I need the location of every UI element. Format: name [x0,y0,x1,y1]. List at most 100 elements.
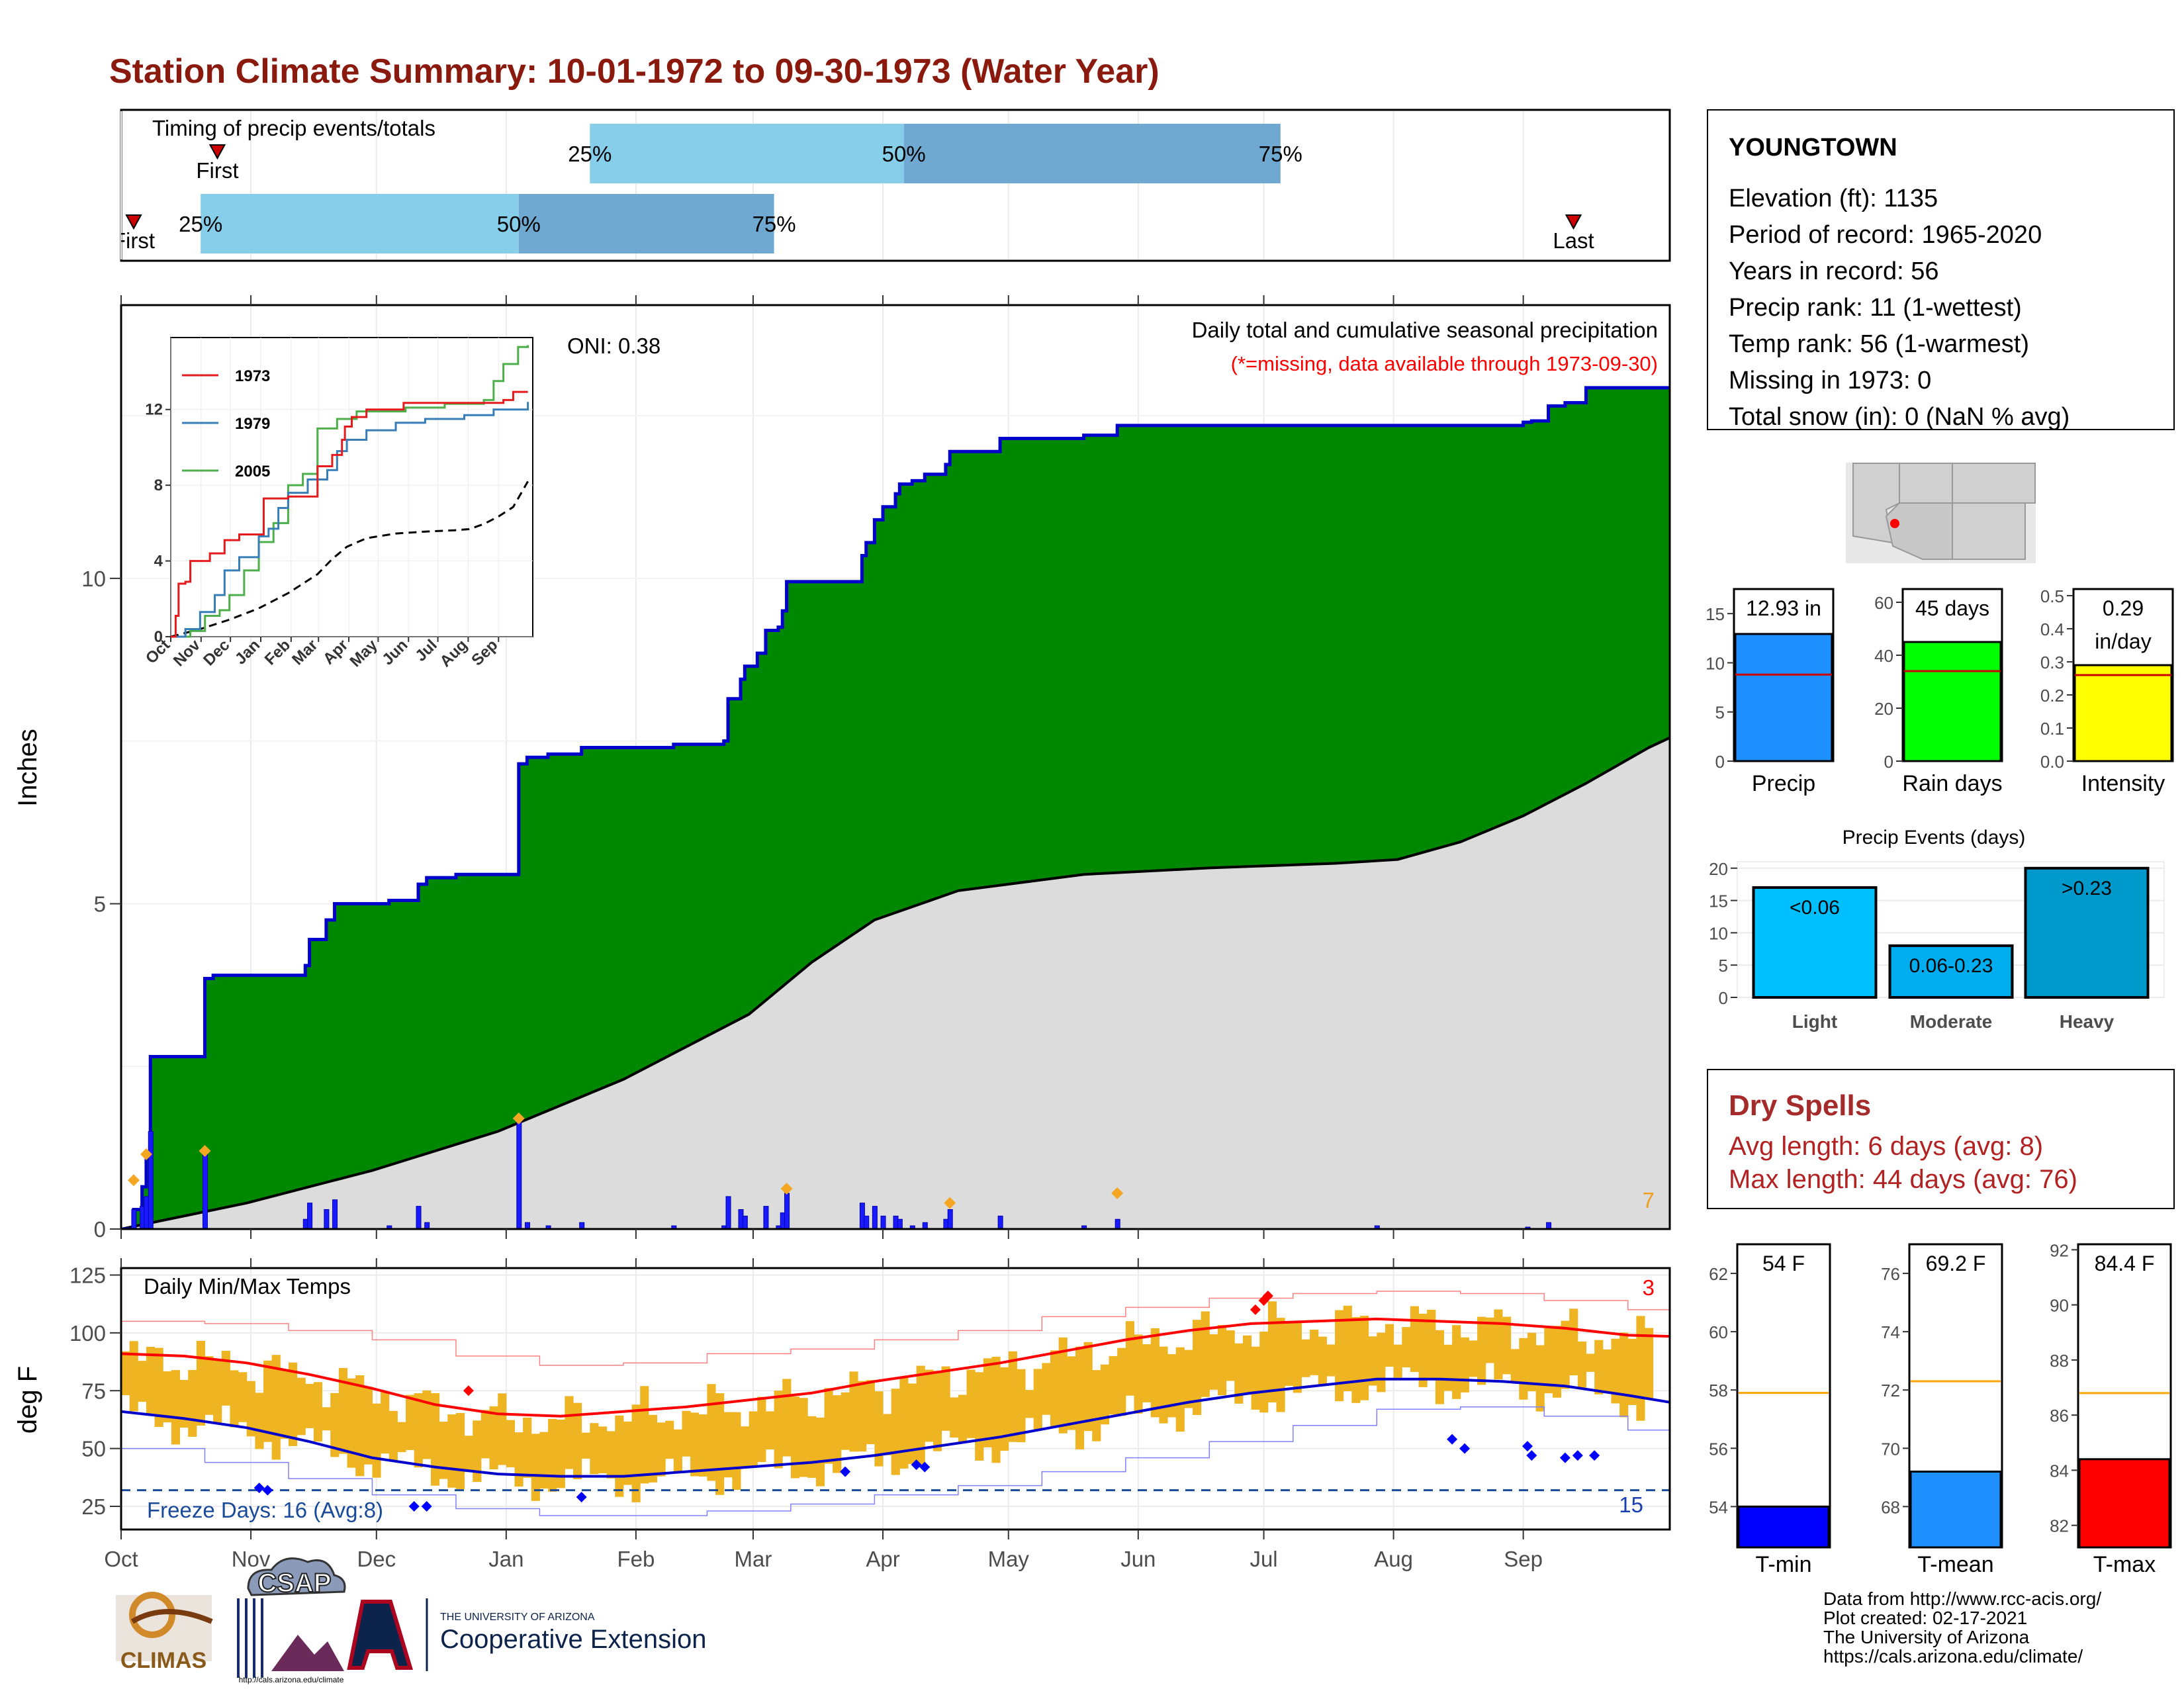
month-label-Jun: Jun [1120,1547,1156,1571]
daily-temp-range-bar [991,1357,1001,1463]
daily-temp-range-bar [1318,1336,1327,1386]
events-title: Precip Events (days) [1843,827,2026,848]
month-x-axis: Oct Nov Dec Jan Feb Mar Apr May Jun Jul Aug Sep [104,1258,1543,1571]
daily-temp-range-bar [1100,1364,1110,1425]
daily-temp-range-bar [455,1413,465,1489]
daily-temp-range-bar [556,1419,565,1488]
daily-temp-range-bar [749,1411,758,1467]
record-low-marker [408,1501,420,1512]
hot-days-count: 3 [1643,1275,1655,1300]
daily-temp-range-bar [565,1396,574,1469]
daily-temp-range-bar [238,1372,248,1422]
temp-frame [120,1267,1671,1531]
temp-summary-T-min-bar [1737,1505,1830,1549]
daily-temp-range-bar [129,1341,138,1412]
daily-temp-range-bar [372,1403,381,1478]
daily-temp-range-bar [1184,1349,1193,1408]
summary-Rain days-label: Rain days [1902,771,2002,796]
footer-credit-line: https://cals.arizona.edu/climate/ [1823,1646,2083,1667]
precip-panel-title: Daily total and cumulative seasonal prec… [1192,318,1658,342]
daily-precip-bar [725,1196,731,1229]
daily-temp-range-bar [146,1346,156,1414]
daily-temp-range-bar [698,1414,707,1477]
daily-temp-range-bar [548,1418,557,1492]
climas-logo-text: CLIMAS [120,1648,206,1673]
daily-temp-range-bar [1627,1338,1637,1405]
daily-temp-range-bar [648,1414,658,1483]
summary-ytick-label: 0 [1884,752,1893,772]
precip-y-label: Inches [13,729,42,807]
station-detail-line: Elevation (ft): 1135 [1729,185,1938,212]
daily-precip-bar [516,1118,522,1229]
daily-temp-range-bar [1535,1345,1545,1412]
page-title: Station Climate Summary: 10-01-1972 to 0… [109,52,1160,91]
events-category-Light: Light [1792,1011,1837,1032]
daily-precip-bar [864,1215,870,1229]
timing-bar-25-50 [590,124,904,183]
daily-temp-range-bar [263,1360,273,1442]
average-min-line [121,1377,1670,1478]
cold-days-count: 15 [1619,1492,1643,1517]
locator-map [1846,463,2036,563]
daily-temp-range-bar [163,1371,172,1423]
flagged-precip-marker [199,1145,211,1158]
summary-ytick-label: 20 [1874,699,1893,719]
month-label-May: May [988,1547,1030,1571]
daily-temp-range-bar [925,1369,934,1442]
daily-precip-bar [897,1218,903,1229]
record-low-marker [840,1466,851,1477]
daily-temp-range-bar [899,1377,909,1469]
record-high-marker [463,1385,474,1396]
daily-temp-range-bar [815,1417,825,1486]
daily-temp-range-bar [1326,1344,1336,1377]
freeze-days-label: Freeze Days: 16 (Avg:8) [147,1498,383,1522]
temp-summary-ytick-label: 58 [1709,1381,1728,1400]
daily-temp-range-bar [1242,1335,1252,1395]
events-bar-Heavy [2024,866,2150,999]
daily-temp-range-bar [673,1429,682,1473]
daily-temp-range-bar [1310,1330,1319,1375]
daily-temp-range-bar [958,1394,968,1442]
timing-title: Timing of precip events/totals [152,116,435,140]
temp-summary-T-mean-bar [1909,1471,2002,1549]
daily-temp-range-bar [1368,1336,1377,1386]
timing-pct-label: 50% [497,212,541,236]
daily-precip-bar [742,1215,748,1229]
summary-ytick-label: 40 [1874,646,1893,666]
month-label-Jan: Jan [488,1547,523,1571]
daily-temp-range-bar [296,1377,306,1436]
inset-legend-label-2005: 2005 [235,463,270,480]
temp-summary-ytick-label: 86 [2050,1406,2069,1426]
temperature-summary-bars: 54 F 54 56 58 60 62 T-min 69.2 F 68 70 72 74 76 T-mea… [1709,1240,2172,1577]
daily-temp-range-bar [1167,1354,1177,1418]
daily-temp-range-bar [406,1394,415,1450]
inset-ytick-label: 8 [154,477,163,494]
record-low-marker [911,1459,922,1471]
events-bar-label-Heavy: >0.23 [2062,878,2112,899]
temp-ytick-label: 50 [81,1437,106,1461]
temp-summary-T-max-label: T-max [2093,1552,2156,1577]
daily-temp-range-bar [1000,1367,1009,1451]
daily-temp-range-bar [480,1410,490,1459]
daily-temp-range-bar [1443,1344,1453,1391]
month-label-Jul: Jul [1250,1547,1277,1571]
daily-temp-range-bar [1092,1370,1101,1441]
daily-temp-range-bar [774,1391,783,1469]
daily-temp-range-bar [1335,1310,1344,1402]
record-high-marker [1250,1304,1261,1315]
temp-summary-T-max-value: 84.4 F [2095,1252,2155,1275]
daily-temp-range-bar [1017,1369,1026,1443]
daily-temp-range-bar [782,1379,792,1457]
footer-credit-line: Plot created: 02-17-2021 [1823,1608,2027,1628]
daily-temp-range-bar [682,1410,691,1457]
flagged-precip-marker [127,1174,140,1187]
timing-bar-50-75 [518,194,774,253]
last-event-marker [1565,214,1582,230]
daily-temp-range-bar [1033,1369,1042,1431]
average-max-line [121,1317,1670,1418]
daily-temp-range-bar [489,1406,498,1470]
temp-summary-ytick-label: 54 [1709,1497,1728,1517]
precip-events-chart: Precip Events (days) 05101520<0.06Light0… [1709,827,2165,1032]
daily-temp-range-bar [188,1369,197,1437]
